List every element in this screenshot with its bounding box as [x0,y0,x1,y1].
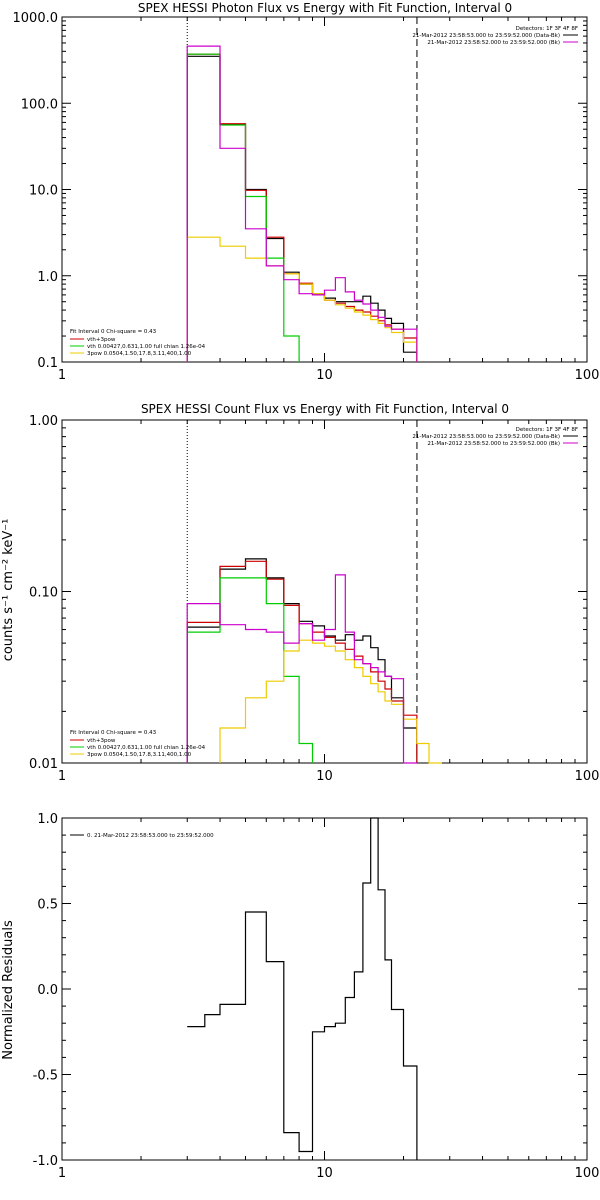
photon-flux-series [186,45,418,362]
count-flux-series [186,558,442,764]
x-tick-label-0: 1 [58,769,66,784]
legend-detectors: Detectors: 1F 3F 4F 8F [516,427,578,433]
legend-bk-interval: 21-Mar-2012 23:58:52.000 to 23:59:52.000… [427,441,560,447]
x-tick-label-2: 100 [575,769,600,784]
x-tick-label-1: 10 [316,769,333,784]
legend-fit-vth: vth 0.00427,0.631,1.00 full chian 1.26e-… [87,745,206,751]
legend-fit-interval: Fit Interval 0 Chi-square = 0.43 [70,329,157,335]
x-tick-label-0: 1 [58,1166,66,1181]
photon-flux-legend-fit: Fit Interval 0 Chi-square = 0.43 vth+3po… [70,329,206,357]
legend-fit-total: vth+3pow [87,738,116,744]
legend-fit-total: vth+3pow [87,337,116,343]
count-flux-legend-fit: Fit Interval 0 Chi-square = 0.43 vth+3po… [70,730,206,758]
series-2-step-line [186,53,300,362]
y-tick-label-2: 1.00 [29,414,58,429]
x-tick-label-1: 10 [316,368,333,383]
series-1-step-line [186,560,418,763]
x-tick-label-1: 10 [316,1166,333,1181]
legend-data-interval: 21-Mar-2012 23:58:53.000 to 23:59:52.000… [412,33,560,39]
series-1-step-line [186,53,418,362]
y-tick-label-0: 0.01 [29,757,58,772]
y-tick-label-3: 100.0 [21,97,58,112]
residuals-legend: 0. 21-Mar-2012 23:58:53.000 to 23:59:52.… [70,833,214,839]
legend-fit-interval: Fit Interval 0 Chi-square = 0.43 [70,730,157,736]
residuals-legend-label: 0. 21-Mar-2012 23:58:53.000 to 23:59:52.… [87,833,214,839]
y-tick-label-3: 0.5 [37,898,58,913]
x-tick-label-2: 100 [575,368,600,383]
series-2-step-line [186,577,314,763]
count-flux-ylabel: counts s⁻¹ cm⁻² keV⁻¹ [1,519,16,662]
count-flux-ticks: 1 10 100 0.01 0.10 1.00 [29,414,599,784]
y-tick-label-0: -1.0 [33,1154,58,1169]
legend-fit-vth: vth 0.00427,0.631,1.00 full chian 1.26e-… [87,344,206,350]
photon-flux-title: SPEX HESSI Photon Flux vs Energy with Fi… [138,1,512,15]
y-tick-label-0: 0.1 [37,356,58,371]
y-tick-label-1: 1.0 [37,270,58,285]
photon-flux-panel: SPEX HESSI Photon Flux vs Energy with Fi… [13,1,600,383]
photon-flux-legend-topright: Detectors: 1F 3F 4F 8F 21-Mar-2012 23:58… [412,26,578,46]
x-tick-label-2: 100 [575,1166,600,1181]
residuals-ylabel: Normalized Residuals [1,920,16,1060]
series-0-step-line [187,817,418,1160]
x-tick-label-0: 1 [58,368,66,383]
legend-detectors: Detectors: 1F 3F 4F 8F [516,26,578,32]
y-tick-label-4: 1000.0 [13,11,59,26]
y-tick-label-2: 10.0 [29,184,58,199]
count-flux-legend-topright: Detectors: 1F 3F 4F 8F 21-Mar-2012 23:58… [412,427,578,447]
count-flux-panel: SPEX HESSI Count Flux vs Energy with Fit… [1,402,599,784]
legend-fit-3pow: 3pow 0.0504,1.50,17.8,3.11,400,1.00 [87,351,192,357]
legend-data-interval: 21-Mar-2012 23:58:53.000 to 23:59:52.000… [412,434,560,440]
legend-fit-3pow: 3pow 0.0504,1.50,17.8,3.11,400,1.00 [87,752,192,758]
y-tick-label-1: -0.5 [33,1069,58,1084]
residuals-series [187,817,418,1160]
y-tick-label-1: 0.10 [29,586,58,601]
series-4-step-line [186,45,418,362]
residuals-panel: Normalized Residuals 1 10 100 -1.0 -0.5 0.0 0.… [1,812,599,1181]
series-4-step-line [186,574,417,764]
legend-bk-interval: 21-Mar-2012 23:58:52.000 to 23:59:52.000… [427,40,560,46]
photon-flux-ticks: 1 10 100 0.1 1.0 10.0 100.0 1000.0 [13,11,600,383]
y-tick-label-4: 1.0 [37,812,58,827]
residuals-ticks: 1 10 100 -1.0 -0.5 0.0 0.5 1.0 [33,812,600,1181]
count-flux-title: SPEX HESSI Count Flux vs Energy with Fit… [141,402,509,416]
series-3-step-line [186,236,418,362]
y-tick-label-2: 0.0 [37,983,58,998]
